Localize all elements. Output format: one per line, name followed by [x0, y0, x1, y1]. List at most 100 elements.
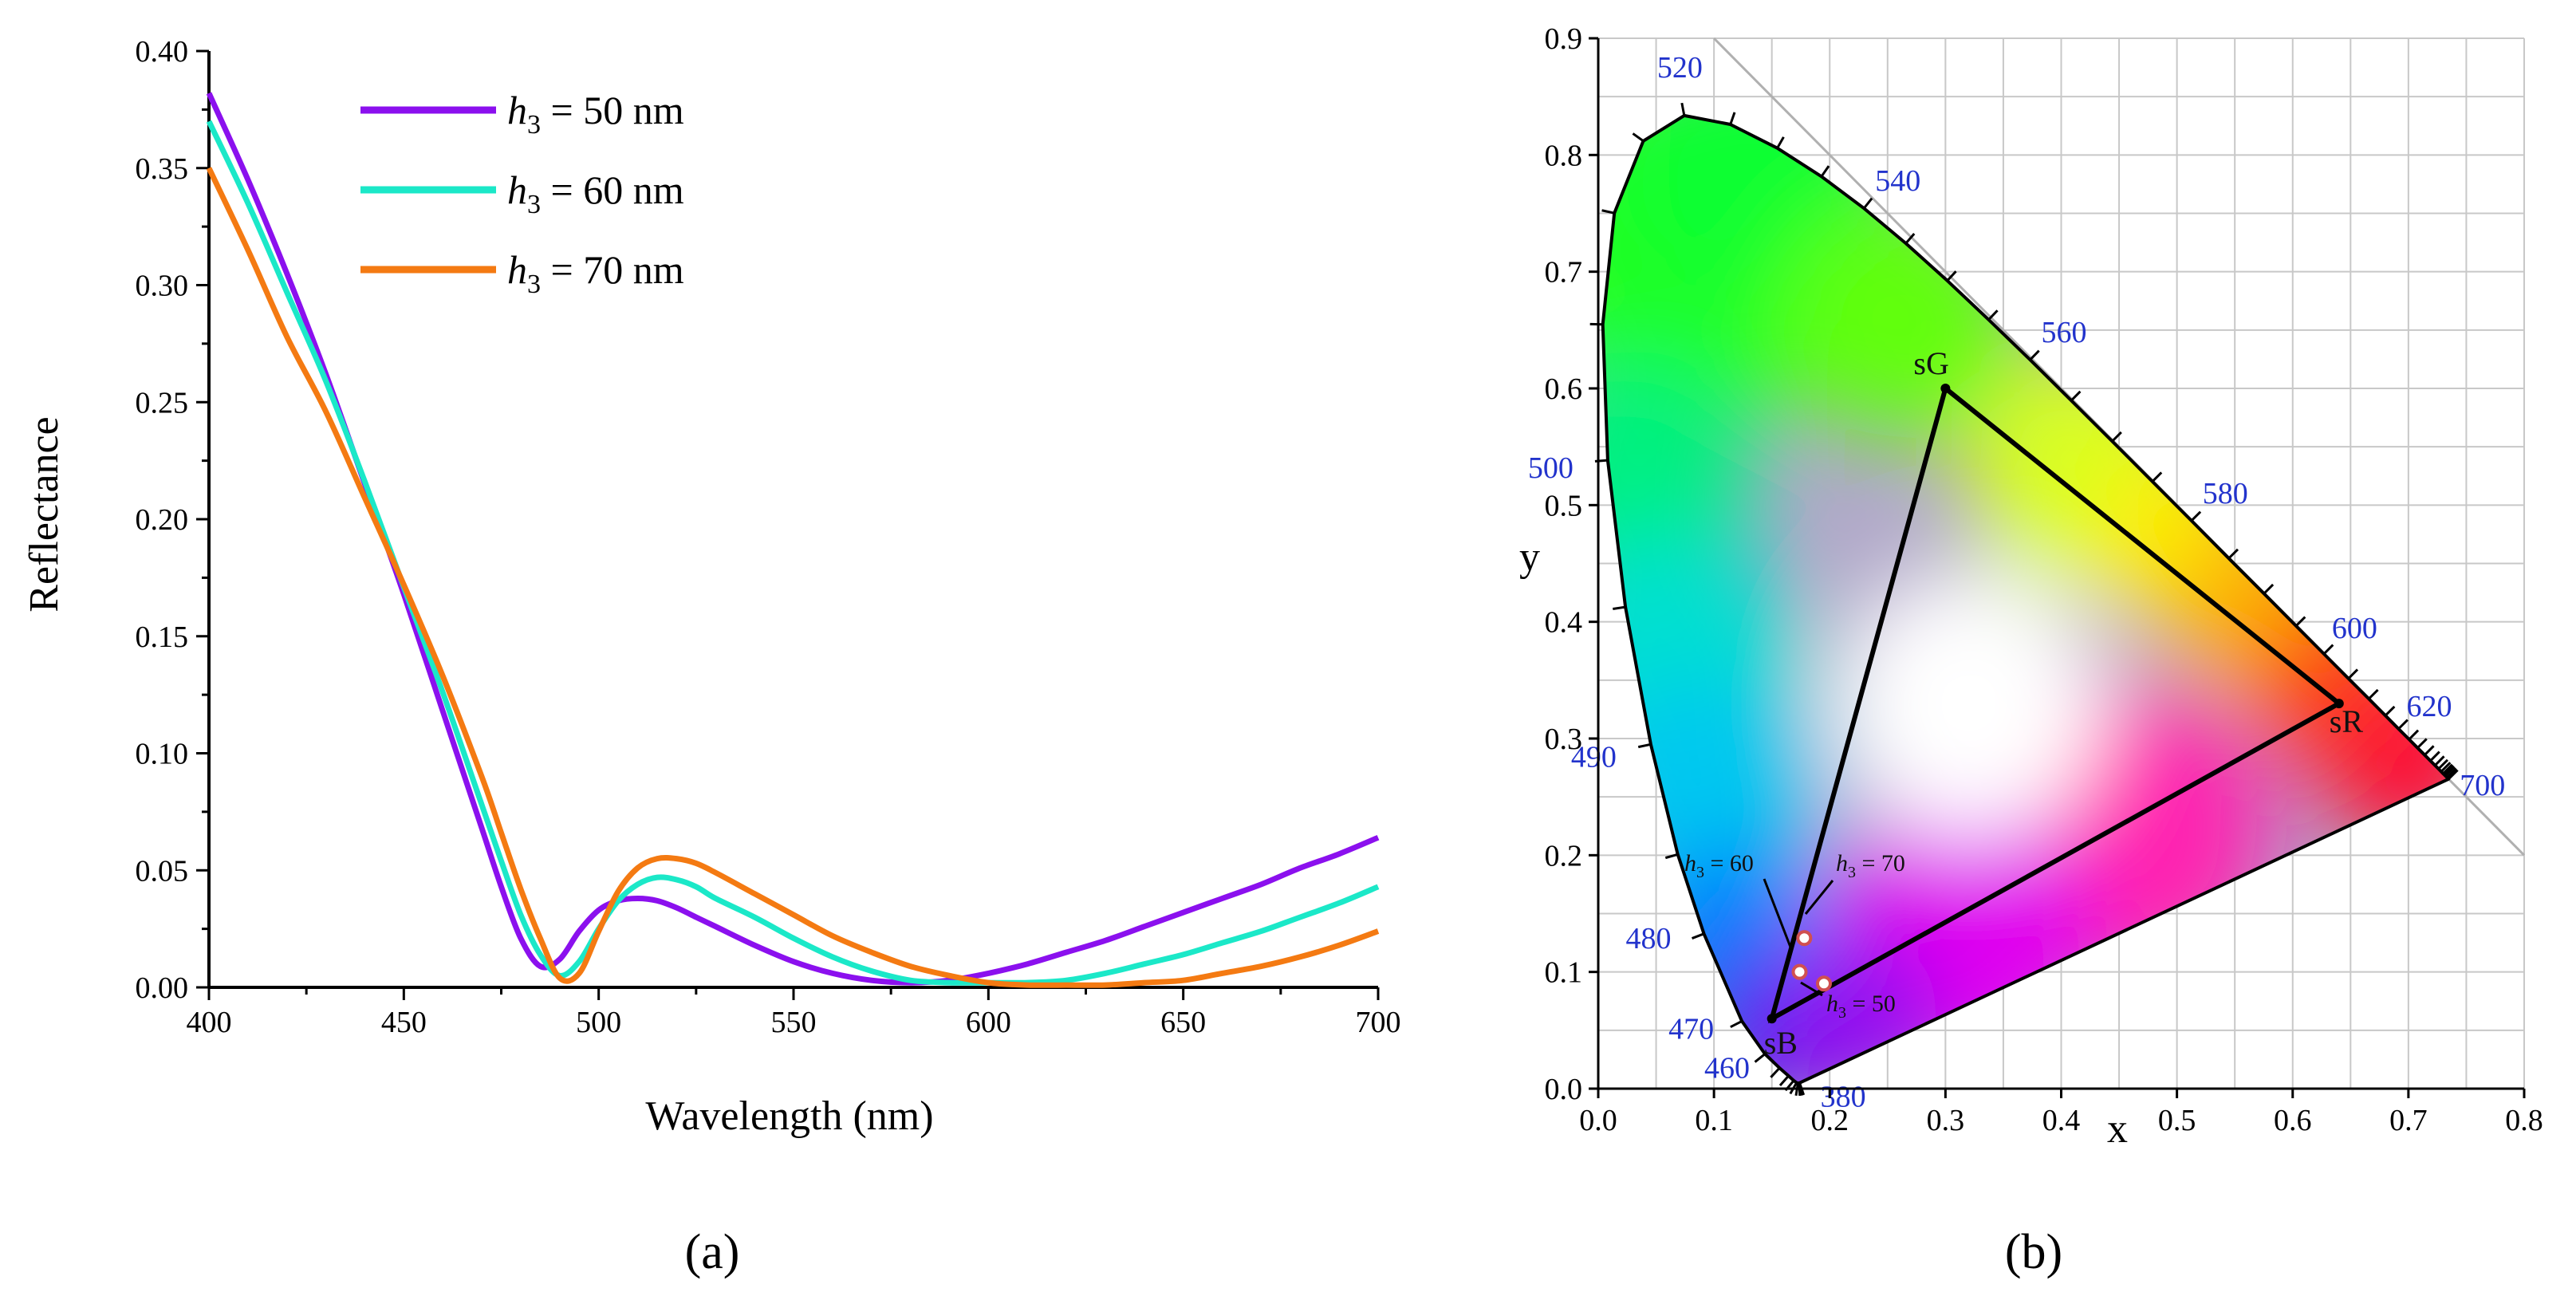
spectral-locus-tick	[2446, 767, 2457, 778]
spectral-locus-tick	[1594, 459, 1609, 463]
spectral-locus-tick	[1987, 309, 1999, 321]
spectral-locus-tick	[2440, 762, 2452, 773]
spectral-locus-tick	[2227, 548, 2239, 560]
spectral-locus-tick	[2322, 644, 2334, 655]
wavelength-label: 500	[1528, 451, 1574, 485]
legend-symbol: h	[507, 247, 527, 292]
legend-subscript: 3	[527, 110, 541, 140]
spectral-locus-tick	[2424, 745, 2435, 756]
annotation-symbol: h	[1684, 850, 1696, 877]
y-tick-label: 0.25	[136, 386, 189, 420]
series-line-2	[206, 120, 1380, 986]
panel-label-a: (a)	[685, 1225, 740, 1279]
wavelength-label: 380	[1821, 1081, 1866, 1114]
point-annotation: h3 = 70	[1836, 850, 1905, 881]
spectral-locus-tick	[1820, 165, 1830, 178]
annotation-symbol: h	[1836, 850, 1848, 877]
cie-x-tick-label: 0.2	[1811, 1104, 1849, 1137]
spectral-locus-tick	[2111, 431, 2122, 443]
cie-y-tick-label: 0.2	[1545, 839, 1583, 873]
wavelength-label: 620	[2407, 690, 2452, 723]
x-tick-label: 650	[1160, 1006, 1206, 1039]
cie-axes: 0.0 0.1 0.2 0.3 0.4 0.5 0.6 0.7 0.8 0.0 0.1 0.2 0.3 0…	[1545, 22, 2543, 1137]
spectral-locus-tick	[2448, 769, 2459, 780]
wavelength-label: 600	[2332, 612, 2377, 645]
point-annotation: h3 = 60	[1684, 850, 1754, 881]
chromaticity-point	[1815, 975, 1832, 992]
wavelength-label: 700	[2460, 769, 2505, 802]
wavelength-label: 480	[1625, 922, 1671, 955]
annotation-subscript: 3	[1838, 1004, 1846, 1022]
gamut-vertex-label: sB	[1764, 1025, 1798, 1061]
cie-x-tick-label: 0.6	[2274, 1104, 2312, 1137]
spectral-locus-tick	[2408, 729, 2420, 741]
x-tick-label: 450	[381, 1006, 427, 1039]
reflectance-chart: 400 450 500 550 600 650 700 0.00 0.05 0.10 0.15 0.2…	[22, 35, 1401, 1279]
spectral-locus-tick	[2397, 719, 2409, 730]
spectral-locus-tick	[2442, 763, 2453, 774]
cie-x-tick-label: 0.1	[1695, 1104, 1733, 1137]
cie-x-tick-label: 0.7	[2389, 1104, 2428, 1137]
legend-symbol: h	[507, 167, 527, 212]
cie-x-tick-label: 0.3	[1927, 1104, 1965, 1137]
annotation-subscript: 3	[1848, 864, 1856, 881]
cie-color-blob	[1833, 568, 2105, 840]
spectral-locus-tick	[2443, 765, 2455, 776]
spectral-locus-tick	[1730, 1020, 1743, 1028]
gamut-vertex	[1767, 1014, 1777, 1024]
y-axis-title: Reflectance	[22, 416, 67, 612]
spectral-locus-tick	[1770, 1067, 1781, 1078]
y-tick-label: 0.00	[136, 971, 189, 1005]
y-tick-label: 0.05	[136, 854, 189, 888]
cie-x-tick-label: 0.0	[1579, 1104, 1617, 1137]
annotation-value: = 70	[1856, 850, 1905, 877]
annotation-symbol: h	[1826, 991, 1838, 1017]
chromaticity-point	[1791, 963, 1808, 980]
legend-entry-2: h3 = 60 nm	[360, 167, 684, 219]
spectral-locus-tick	[2263, 583, 2275, 595]
spectral-locus-tick	[2151, 471, 2163, 483]
spectral-locus-tick	[2070, 390, 2082, 402]
gamut-vertex	[1940, 384, 1951, 393]
point-leader-line	[1800, 981, 1823, 997]
cie-x-tick-label: 0.5	[2158, 1104, 2196, 1137]
wavelength-label: 560	[2041, 316, 2086, 349]
x-tick-label: 400	[187, 1006, 232, 1039]
spectral-locus-tick	[1601, 209, 1615, 215]
spectral-locus-tick	[1632, 132, 1644, 142]
srgb-gamut-triangle: sR sG sB	[1764, 345, 2364, 1061]
spectral-locus-tick	[2444, 766, 2456, 777]
cie-y-tick-label: 0.9	[1545, 22, 1583, 56]
wavelength-label: 490	[1571, 740, 1617, 774]
spectral-locus-tick	[1664, 853, 1679, 860]
spectral-locus-tick	[1904, 233, 1916, 245]
cie-x-axis-title: x	[2107, 1106, 2128, 1152]
gamut-vertex	[2334, 699, 2344, 709]
cie-chromaticity-diagram: 380460470480490500520540560580600620700 …	[1519, 22, 2543, 1279]
series-line-3	[206, 167, 1380, 988]
gamut-vertex-label: sR	[2330, 703, 2364, 739]
y-tick-label: 0.40	[136, 35, 189, 69]
spectral-locus-tick	[2429, 750, 2440, 762]
reflectance-ticks: 400 450 500 550 600 650 700 0.00 0.05 0.10 0.15 0.2…	[136, 35, 1401, 1039]
spectral-locus-tick	[1863, 197, 1873, 210]
spectral-locus-tick	[2384, 705, 2396, 717]
spectral-locus-tick	[2347, 668, 2359, 680]
annotation-subscript: 3	[1696, 864, 1704, 881]
y-tick-label: 0.10	[136, 738, 189, 771]
y-tick-label: 0.15	[136, 620, 189, 654]
legend-entry-1: h3 = 50 nm	[360, 88, 684, 140]
legend-label: h3 = 60 nm	[507, 167, 684, 219]
reflectance-series-lines	[206, 92, 1380, 988]
cie-y-tick-label: 0.0	[1545, 1073, 1583, 1106]
cie-color-blob	[1779, 199, 2019, 439]
spectral-locus-tick	[2434, 755, 2445, 766]
spectral-locus-tick	[2416, 738, 2428, 749]
spectral-locus-tick	[1692, 932, 1705, 940]
x-tick-label: 700	[1356, 1006, 1401, 1039]
legend-entry-3: h3 = 70 nm	[360, 247, 684, 299]
x-axis-title: Wavelength (nm)	[645, 1093, 933, 1139]
wavelength-label: 460	[1704, 1052, 1750, 1085]
